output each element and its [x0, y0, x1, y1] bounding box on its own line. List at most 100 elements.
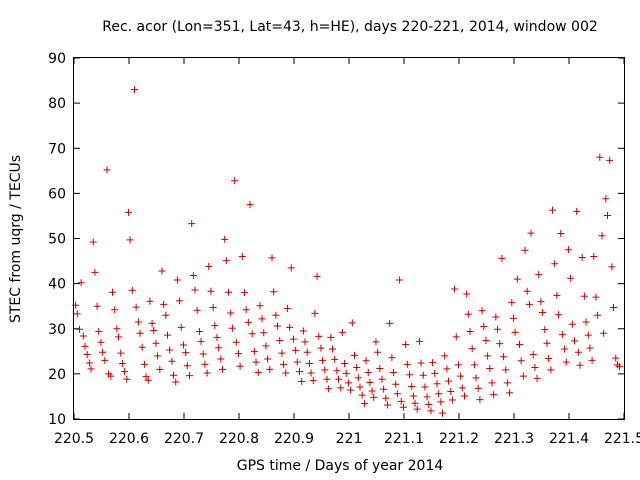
- data-point: [203, 369, 211, 377]
- data-point: [292, 346, 300, 354]
- data-point: [109, 288, 116, 296]
- data-point: [118, 359, 126, 367]
- data-point: [222, 257, 230, 265]
- data-point: [150, 327, 158, 335]
- data-point: [423, 393, 431, 401]
- data-point: [358, 391, 366, 399]
- data-point: [128, 286, 136, 294]
- data-point: [602, 195, 610, 203]
- data-point: [305, 359, 313, 367]
- data-point: [531, 364, 539, 372]
- data-point: [545, 355, 553, 363]
- data-point: [73, 310, 81, 318]
- data-point: [396, 276, 404, 284]
- data-point: [480, 322, 488, 330]
- data-point: [588, 356, 596, 364]
- data-point: [382, 394, 390, 402]
- data-point: [238, 253, 246, 261]
- data-point: [231, 177, 239, 185]
- data-point: [492, 313, 500, 321]
- data-point: [415, 337, 423, 345]
- data-point: [191, 286, 199, 294]
- data-point: [228, 324, 236, 332]
- data-point: [79, 332, 87, 340]
- data-point: [241, 289, 248, 297]
- data-point: [254, 369, 262, 377]
- data-point: [152, 339, 160, 347]
- data-point: [246, 201, 254, 209]
- data-point: [562, 358, 570, 366]
- data-point: [140, 360, 148, 368]
- data-point: [311, 309, 319, 317]
- x-axis-label: GPS time / Days of year 2014: [237, 458, 444, 474]
- data-point: [574, 348, 582, 356]
- data-point: [561, 345, 569, 353]
- data-point: [219, 365, 226, 373]
- data-point: [97, 338, 105, 346]
- data-point: [266, 365, 274, 373]
- data-point: [370, 393, 378, 401]
- data-point: [458, 384, 466, 392]
- data-point: [606, 156, 614, 164]
- axis-ticks: 220.5 220.6 220.7 220.8 220.9 221 221.1 221.2 22…: [48, 51, 640, 447]
- data-point: [331, 355, 339, 363]
- data-point: [146, 297, 154, 305]
- y-tick-label: 30: [48, 322, 66, 338]
- data-point: [333, 367, 341, 375]
- data-point: [425, 401, 433, 409]
- data-point: [452, 333, 460, 341]
- data-point: [72, 301, 80, 309]
- data-point: [433, 380, 441, 388]
- data-point: [390, 369, 398, 377]
- data-point: [594, 311, 602, 319]
- data-point: [124, 208, 132, 216]
- data-point: [81, 342, 89, 350]
- data-point: [160, 300, 168, 308]
- data-point: [437, 398, 445, 406]
- y-tick-label: 10: [48, 412, 66, 428]
- data-point: [476, 396, 484, 404]
- data-point: [301, 338, 309, 346]
- data-point: [567, 274, 575, 282]
- data-point: [299, 327, 307, 335]
- data-point: [325, 385, 333, 393]
- data-point: [527, 229, 535, 237]
- x-tick-label: 220.8: [219, 431, 259, 447]
- data-point: [490, 391, 498, 399]
- data-point: [592, 293, 600, 301]
- data-point: [435, 390, 443, 398]
- data-point: [168, 357, 176, 365]
- data-point: [503, 379, 511, 387]
- data-point: [176, 297, 184, 305]
- data-point: [417, 359, 425, 367]
- data-point: [568, 320, 576, 328]
- data-point: [517, 357, 525, 365]
- data-point: [551, 260, 559, 268]
- data-point: [179, 341, 187, 349]
- data-point: [368, 387, 376, 395]
- data-point: [91, 268, 99, 276]
- data-points: [72, 86, 624, 417]
- data-point: [578, 253, 586, 261]
- data-point: [303, 348, 311, 356]
- data-point: [256, 302, 264, 310]
- data-point: [408, 383, 416, 391]
- data-point: [186, 372, 193, 380]
- data-point: [172, 378, 180, 386]
- data-point: [77, 279, 85, 287]
- data-point: [506, 389, 514, 397]
- data-point: [347, 386, 355, 394]
- data-point: [409, 392, 417, 400]
- data-point: [402, 341, 410, 349]
- data-point: [87, 365, 95, 373]
- x-tick-label: 221.3: [494, 431, 534, 447]
- data-point: [421, 383, 429, 391]
- data-point: [364, 369, 372, 377]
- data-point: [393, 390, 401, 398]
- data-point: [217, 355, 225, 363]
- data-point: [148, 319, 156, 327]
- data-point: [612, 354, 620, 362]
- data-point: [115, 333, 123, 341]
- data-point: [356, 383, 364, 391]
- data-point: [283, 304, 291, 312]
